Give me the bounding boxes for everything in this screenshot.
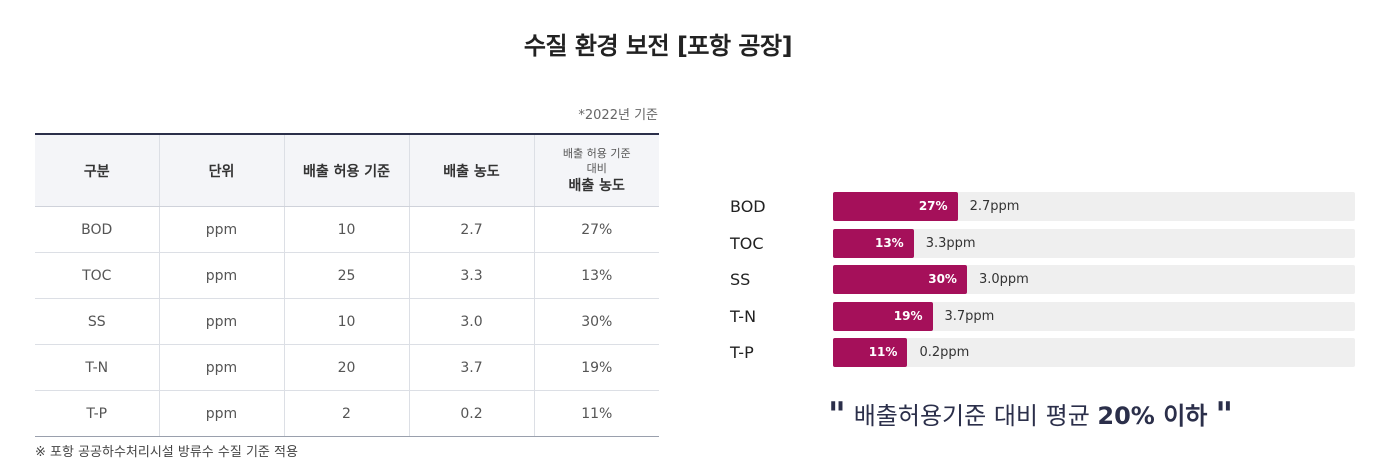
cell-item: T-P bbox=[35, 390, 159, 437]
ratio-bar-chart: BOD 27% 2.7ppm TOC 13% 3.3ppm SS 30% 3.0ppm T-N 19… bbox=[730, 192, 1355, 372]
summary-highlight: 20% 이하 bbox=[1097, 402, 1208, 430]
header-ratio-line1: 배출 허용 기준 bbox=[562, 146, 631, 160]
cell-limit: 10 bbox=[283, 298, 409, 345]
bar-concentration-label: 3.0ppm bbox=[978, 272, 1029, 287]
bar-category-label: BOD bbox=[730, 197, 766, 216]
cell-limit: 20 bbox=[283, 344, 409, 391]
header-unit: 단위 bbox=[158, 133, 284, 207]
table-row: T-N ppm 20 3.7 19% bbox=[35, 344, 659, 391]
header-ratio: 배출 허용 기준 대비 배출 농도 bbox=[533, 133, 659, 207]
cell-unit: ppm bbox=[158, 206, 284, 253]
basis-year-note: *2022년 기준 bbox=[578, 108, 658, 123]
bar-row-t-p: T-P 11% 0.2ppm bbox=[730, 338, 1355, 367]
cell-concentration: 3.3 bbox=[408, 252, 534, 299]
bar-track: 27% 2.7ppm bbox=[833, 192, 1355, 221]
water-quality-table: 구분 단위 배출 허용 기준 배출 농도 배출 허용 기준 대비 배출 농도 B… bbox=[35, 133, 659, 437]
bar-track: 19% 3.7ppm bbox=[833, 302, 1355, 331]
cell-item: T-N bbox=[35, 344, 159, 391]
header-ratio-line2: 대비 bbox=[586, 161, 607, 175]
cell-ratio: 27% bbox=[533, 206, 659, 253]
cell-limit: 2 bbox=[283, 390, 409, 437]
bar-concentration-label: 3.3ppm bbox=[925, 236, 976, 251]
bar-row-ss: SS 30% 3.0ppm bbox=[730, 265, 1355, 294]
table-row: BOD ppm 10 2.7 27% bbox=[35, 206, 659, 253]
footnote: ※ 포항 공공하수처리시설 방류수 수질 기준 적용 bbox=[35, 445, 298, 460]
bar-track: 30% 3.0ppm bbox=[833, 265, 1355, 294]
header-limit: 배출 허용 기준 bbox=[283, 133, 409, 207]
cell-concentration: 2.7 bbox=[408, 206, 534, 253]
cell-item: BOD bbox=[35, 206, 159, 253]
cell-ratio: 13% bbox=[533, 252, 659, 299]
bar-row-t-n: T-N 19% 3.7ppm bbox=[730, 302, 1355, 331]
bar-category-label: SS bbox=[730, 270, 751, 289]
cell-concentration: 0.2 bbox=[408, 390, 534, 437]
bar: 30% bbox=[833, 265, 967, 294]
cell-ratio: 30% bbox=[533, 298, 659, 345]
table-row: SS ppm 10 3.0 30% bbox=[35, 298, 659, 345]
summary-text: 배출허용기준 대비 평균 bbox=[853, 402, 1098, 430]
cell-ratio: 19% bbox=[533, 344, 659, 391]
bar-concentration-label: 2.7ppm bbox=[969, 199, 1020, 214]
cell-unit: ppm bbox=[158, 390, 284, 437]
bar-row-bod: BOD 27% 2.7ppm bbox=[730, 192, 1355, 221]
bar: 11% bbox=[833, 338, 908, 367]
page-title: 수질 환경 보전 [포항 공장] bbox=[523, 32, 793, 60]
bar-category-label: TOC bbox=[730, 234, 764, 253]
bar-category-label: T-P bbox=[730, 343, 754, 362]
close-quote: " bbox=[1215, 395, 1234, 435]
table-row: T-P ppm 2 0.2 11% bbox=[35, 390, 659, 437]
header-ratio-line3: 배출 농도 bbox=[568, 177, 625, 194]
cell-unit: ppm bbox=[158, 298, 284, 345]
table-row: TOC ppm 25 3.3 13% bbox=[35, 252, 659, 299]
cell-ratio: 11% bbox=[533, 390, 659, 437]
cell-item: TOC bbox=[35, 252, 159, 299]
cell-limit: 10 bbox=[283, 206, 409, 253]
cell-limit: 25 bbox=[283, 252, 409, 299]
bar: 19% bbox=[833, 302, 933, 331]
bar-category-label: T-N bbox=[730, 307, 757, 326]
header-category: 구분 bbox=[35, 133, 159, 207]
bar-concentration-label: 0.2ppm bbox=[919, 345, 970, 360]
cell-concentration: 3.0 bbox=[408, 298, 534, 345]
open-quote: " bbox=[828, 395, 846, 435]
bar-track: 11% 0.2ppm bbox=[833, 338, 1355, 367]
bar-row-toc: TOC 13% 3.3ppm bbox=[730, 229, 1355, 258]
bar: 27% bbox=[833, 192, 958, 221]
cell-unit: ppm bbox=[158, 252, 284, 299]
bar-concentration-label: 3.7ppm bbox=[944, 309, 995, 324]
cell-item: SS bbox=[35, 298, 159, 345]
cell-concentration: 3.7 bbox=[408, 344, 534, 391]
bar-track: 13% 3.3ppm bbox=[833, 229, 1355, 258]
table-header-row: 구분 단위 배출 허용 기준 배출 농도 배출 허용 기준 대비 배출 농도 bbox=[35, 133, 659, 207]
header-concentration: 배출 농도 bbox=[408, 133, 534, 207]
bar: 13% bbox=[833, 229, 914, 258]
cell-unit: ppm bbox=[158, 344, 284, 391]
summary-statement: " 배출허용기준 대비 평균 20% 이하 " bbox=[820, 395, 1241, 435]
